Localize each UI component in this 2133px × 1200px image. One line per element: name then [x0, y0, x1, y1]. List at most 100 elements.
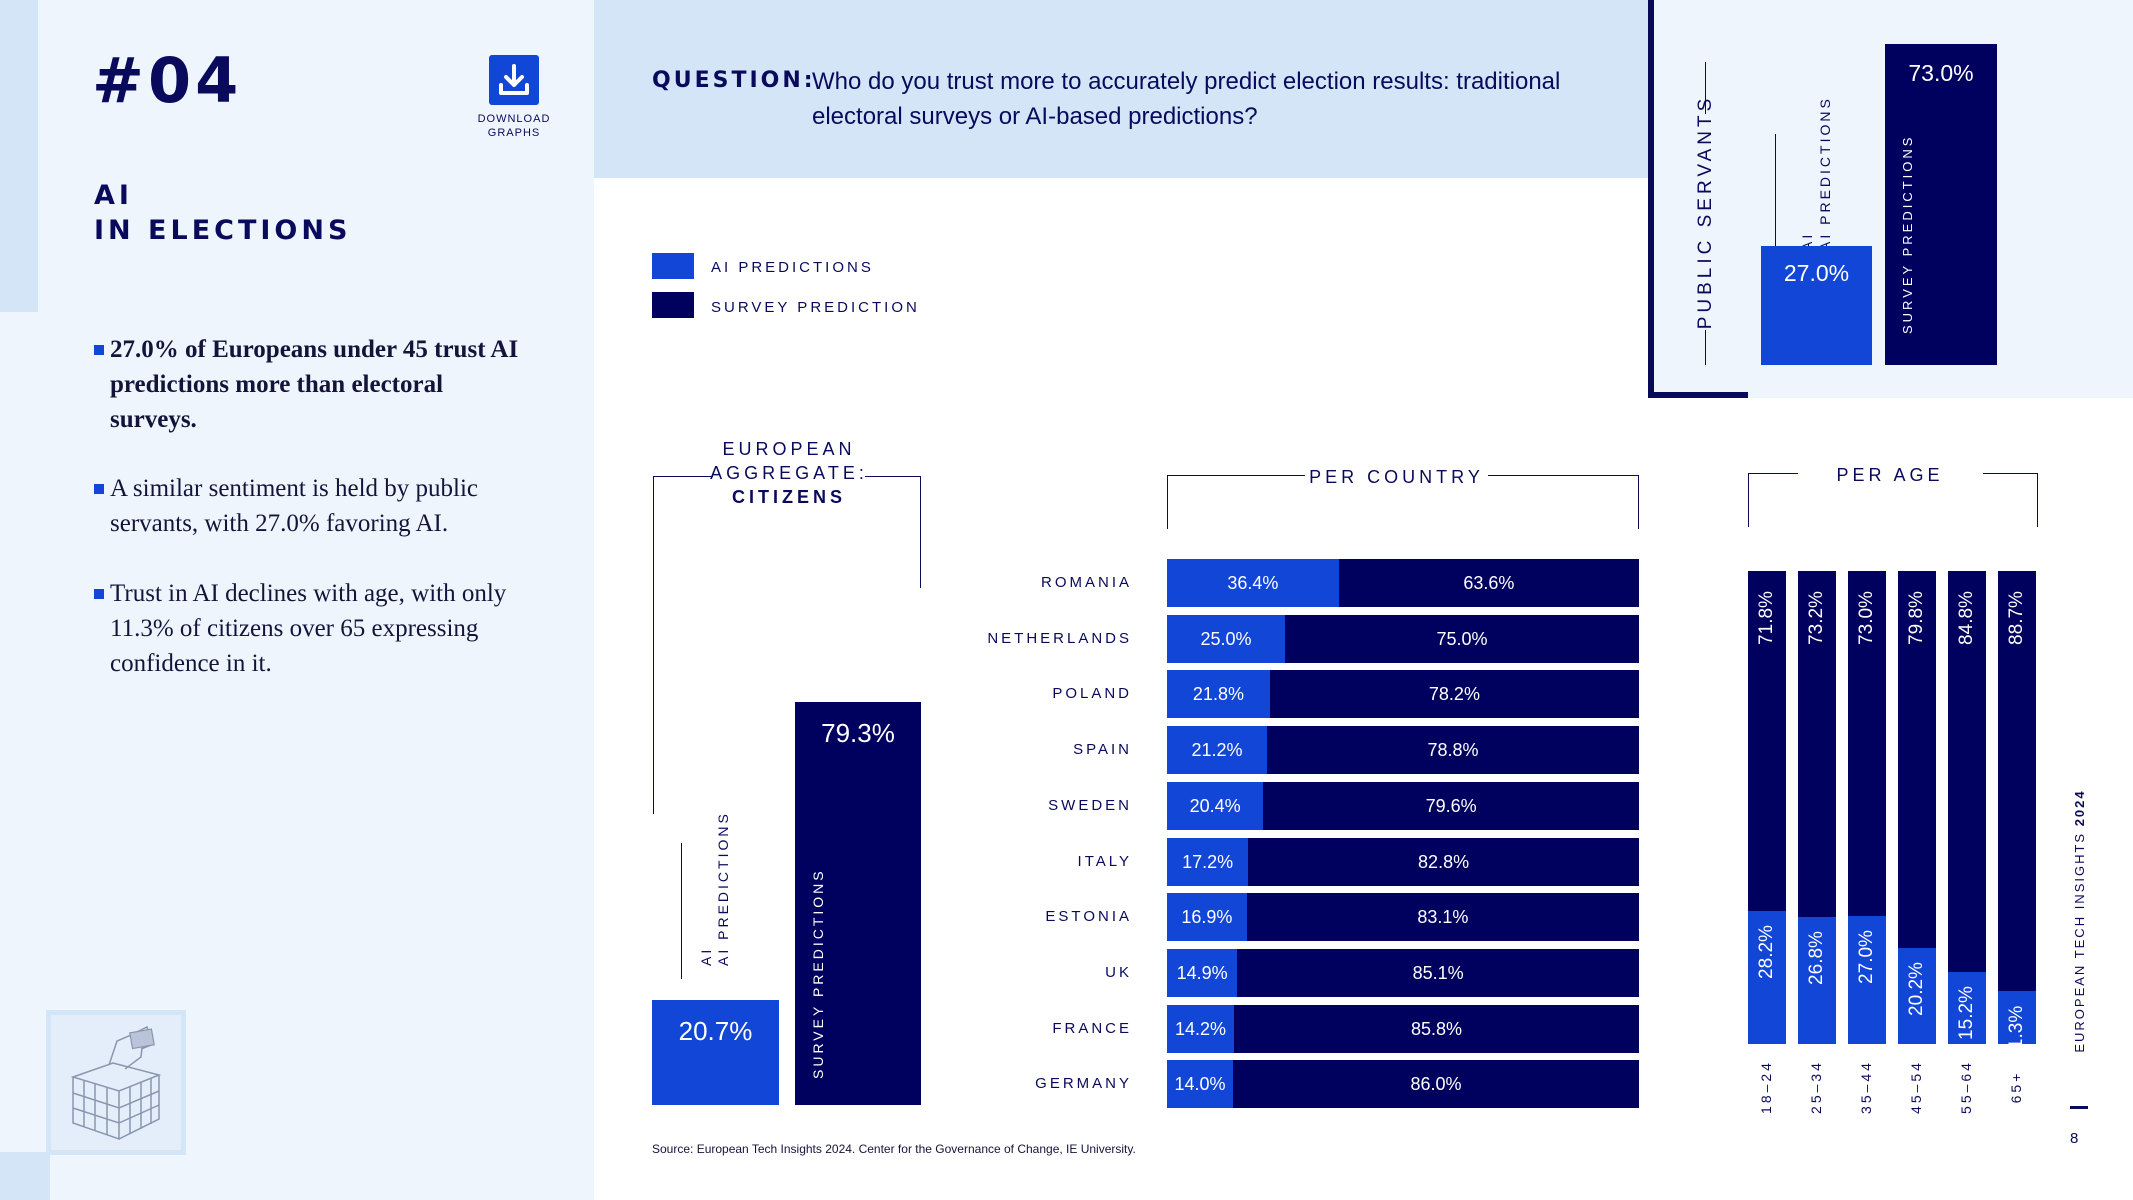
bullet-marker	[94, 484, 104, 494]
age-bracket-left-top	[1748, 473, 1798, 474]
age-bracket-right-side	[2037, 473, 2038, 527]
left-accent-strip	[0, 0, 38, 312]
bullet-1: 27.0% of Europeans under 45 trust AI pre…	[94, 332, 534, 437]
ps-ai-label-line2: AI PREDICTIONS	[1817, 96, 1833, 251]
country-bracket-left-side	[1167, 475, 1168, 529]
ps-title-line-top	[1705, 62, 1706, 114]
aggregate-bracket-left-top	[653, 476, 713, 477]
age-bar-ai-4	[1948, 972, 1986, 1044]
country-bar-ai-estonia: 16.9%	[1167, 893, 1247, 942]
country-label-spain: SPAIN	[1073, 741, 1132, 759]
per-age-title: PER AGE	[1836, 465, 1944, 485]
age-value-ai-1: 26.8%	[1806, 931, 1827, 986]
ballot-box-icon	[70, 1025, 162, 1141]
bullet-3: Trust in AI declines with age, with only…	[94, 576, 534, 681]
download-icon	[499, 64, 529, 95]
section-title: AI IN ELECTIONS	[94, 178, 351, 248]
country-bar-ai-sweden: 20.4%	[1167, 781, 1264, 830]
ps-title-line-bottom	[1705, 330, 1706, 365]
age-bar-survey-5	[1998, 571, 2036, 991]
ps-bar-ai: 27.0%	[1761, 246, 1872, 365]
country-label-poland: POLAND	[1052, 685, 1132, 703]
country-label-romania: ROMANIA	[1040, 574, 1132, 591]
aggregate-title-line3: CITIZENS	[731, 487, 846, 507]
country-bracket-left-top	[1167, 475, 1305, 476]
aggregate-bar-ai: 20.7%	[652, 999, 779, 1105]
country-bar-ai-poland: 21.8%	[1167, 670, 1270, 719]
country-bar-ai-spain: 21.2%	[1167, 726, 1268, 775]
ps-bar-ai-value: 27.0%	[1783, 260, 1850, 287]
country-label-netherlands: NETHERLANDS	[987, 629, 1132, 647]
country-bar-survey-uk: 85.1%	[1237, 948, 1639, 997]
question-banner	[594, 0, 1648, 178]
aggregate-bracket-left-side	[653, 476, 654, 814]
age-bar-ai-2	[1848, 916, 1886, 1044]
age-label-5: 65+	[2008, 1070, 2024, 1104]
age-bar-survey-3	[1898, 571, 1936, 949]
age-bar-ai-5	[1998, 990, 2036, 1044]
aggregate-title-line2: AGGREGATE:	[710, 463, 868, 483]
age-bracket-right-top	[1983, 473, 2037, 474]
country-bar-survey-sweden: 79.6%	[1263, 781, 1639, 830]
aggregate-title: EUROPEAN AGGREGATE: CITIZENS	[700, 437, 878, 509]
country-bar-ai-netherlands: 25.0%	[1167, 614, 1285, 663]
ps-ai-label-line1: AI	[1799, 231, 1815, 251]
brand-year: 2024	[2072, 789, 2087, 827]
source-note: Source: European Tech Insights 2024. Cen…	[652, 1142, 1136, 1156]
age-value-survey-0: 71.8%	[1756, 591, 1777, 645]
agg-ai-label-line1: AI	[698, 946, 714, 966]
age-bar-ai-3	[1898, 948, 1936, 1044]
ps-bar-survey-value: 73.0%	[1908, 59, 1974, 86]
download-label-line2: GRAPHS	[487, 127, 541, 139]
age-label-1: 25–34	[1808, 1060, 1824, 1114]
country-bracket-right-side	[1638, 475, 1639, 529]
agg-survey-label: SURVEY PREDICTIONS	[810, 868, 826, 1079]
legend-swatch-ai	[652, 253, 694, 279]
bullet-1-text: 27.0% of Europeans under 45 trust AI pre…	[110, 336, 519, 433]
download-graphs-button[interactable]	[489, 55, 539, 105]
age-value-ai-3: 20.2%	[1906, 962, 1927, 1017]
ps-ai-leader-line	[1775, 134, 1776, 252]
age-value-survey-2: 73.0%	[1856, 591, 1877, 645]
aggregate-bar-survey: 79.3% SURVEY PREDICTIONS	[795, 702, 921, 1105]
legend-label-ai: AI PREDICTIONS	[711, 259, 874, 276]
aggregate-bracket-right-side	[920, 476, 921, 588]
page-number: 8	[2070, 1130, 2079, 1147]
country-bar-survey-romania: 63.6%	[1338, 559, 1639, 607]
country-bar-survey-netherlands: 75.0%	[1285, 614, 1639, 663]
age-bar-ai-0	[1748, 910, 1786, 1044]
age-label-0: 18–24	[1758, 1060, 1774, 1114]
country-bracket-right-top	[1488, 475, 1638, 476]
agg-ai-leader-line	[681, 843, 682, 979]
age-value-survey-5: 88.7%	[2006, 591, 2027, 645]
ballot-box-illustration	[46, 1010, 186, 1155]
bullet-2-text: A similar sentiment is held by public se…	[110, 475, 479, 537]
country-label-estonia: ESTONIA	[1045, 908, 1132, 926]
age-value-ai-4: 15.2%	[1956, 986, 1977, 1041]
country-label-italy: ITALY	[1077, 852, 1132, 870]
download-graphs-label[interactable]: DOWNLOAD GRAPHS	[460, 112, 568, 140]
aggregate-bracket-right-top	[865, 476, 921, 477]
country-bar-survey-france: 85.8%	[1234, 1004, 1639, 1053]
bullet-marker	[94, 345, 104, 355]
section-title-line2: IN ELECTIONS	[94, 215, 352, 246]
bullet-3-text: Trust in AI declines with age, with only…	[110, 580, 507, 677]
age-bar-survey-1	[1798, 571, 1836, 918]
country-label-sweden: SWEDEN	[1048, 796, 1132, 814]
ps-survey-label: SURVEY PREDICTIONS	[1900, 134, 1915, 334]
age-bracket-left-side	[1748, 473, 1749, 527]
aggregate-title-line1: EUROPEAN	[722, 439, 856, 459]
age-bar-survey-2	[1848, 571, 1886, 917]
country-bar-survey-estonia: 83.1%	[1246, 893, 1639, 942]
aggregate-bar-survey-value: 79.3%	[821, 718, 895, 749]
country-label-france: FRANCE	[1052, 1019, 1132, 1037]
slide-number: #04	[92, 44, 243, 117]
country-bar-ai-italy: 17.2%	[1167, 837, 1249, 886]
age-value-survey-1: 73.2%	[1806, 591, 1827, 645]
country-bar-ai-germany: 14.0%	[1167, 1060, 1234, 1109]
question-text: Who do you trust more to accurately pred…	[812, 68, 1561, 130]
aggregate-bar-ai-value: 20.7%	[678, 1015, 753, 1046]
country-bar-ai-france: 14.2%	[1167, 1004, 1235, 1053]
brand-tick	[2070, 1106, 2088, 1109]
per-country-title: PER COUNTRY	[1309, 467, 1484, 487]
